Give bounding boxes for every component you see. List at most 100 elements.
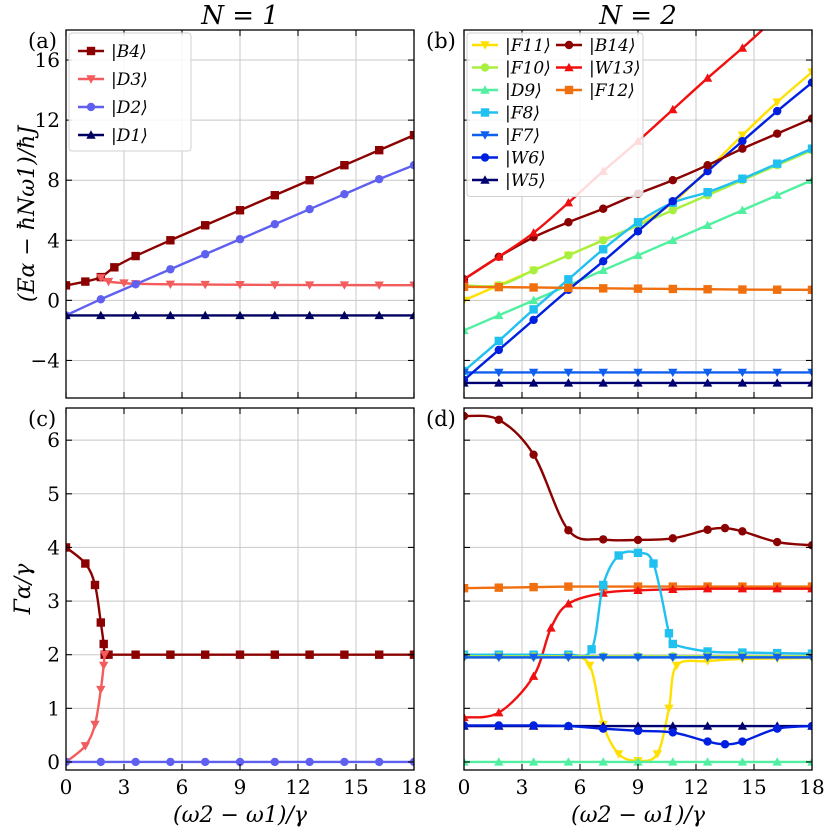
data-point <box>201 250 210 259</box>
x-tick-label: 0 <box>458 775 471 799</box>
data-point <box>165 310 176 320</box>
data-point <box>464 653 469 663</box>
data-point <box>773 12 782 20</box>
legend-label: |W13⟩ <box>589 59 640 79</box>
data-point <box>81 559 90 568</box>
data-point <box>772 653 782 663</box>
y-tick-label: 5 <box>47 482 60 506</box>
series-markers <box>464 411 812 550</box>
data-point <box>464 325 469 335</box>
data-point <box>668 721 678 730</box>
data-point <box>200 280 210 290</box>
data-point <box>737 757 748 766</box>
y-tick-label: 16 <box>35 48 60 72</box>
data-point <box>738 174 747 183</box>
data-point <box>494 282 503 292</box>
data-point <box>564 251 573 260</box>
data-point <box>738 136 747 146</box>
legend-marker <box>480 131 490 140</box>
data-point <box>564 283 573 293</box>
data-point <box>375 650 384 659</box>
data-point <box>80 742 91 751</box>
x-tick-label: 3 <box>118 775 131 799</box>
legend-label: |F12⟩ <box>589 81 635 101</box>
legend-marker <box>564 85 574 95</box>
data-point <box>494 310 504 320</box>
data-point <box>494 757 504 766</box>
data-point <box>807 144 812 153</box>
data-point <box>772 584 782 593</box>
data-point <box>130 310 141 320</box>
data-point <box>464 712 469 722</box>
data-point <box>166 236 175 245</box>
series-markers <box>464 721 812 749</box>
data-point <box>720 740 730 749</box>
data-point <box>494 415 503 424</box>
series-markers <box>464 653 812 663</box>
data-point <box>131 650 140 659</box>
column-title: N = 2 <box>598 1 677 31</box>
data-point <box>702 368 713 378</box>
data-point <box>702 73 713 82</box>
data-point <box>339 281 350 290</box>
data-point <box>464 282 469 292</box>
data-point <box>702 220 713 229</box>
legend-marker <box>564 62 574 72</box>
data-point <box>668 104 678 114</box>
data-point <box>773 159 782 168</box>
legend-marker <box>86 75 96 84</box>
data-point <box>339 310 350 320</box>
data-point <box>738 144 747 153</box>
data-point <box>703 737 712 746</box>
data-point <box>529 721 538 730</box>
data-point <box>464 411 469 421</box>
data-point <box>598 368 608 378</box>
data-point <box>738 527 747 536</box>
y-tick-label: −4 <box>31 348 60 372</box>
data-point <box>668 284 677 294</box>
data-point <box>668 206 677 215</box>
data-point <box>633 378 643 387</box>
data-point <box>131 280 140 289</box>
data-point <box>599 580 608 590</box>
legend-marker <box>480 85 490 94</box>
y-tick-label: 3 <box>47 589 60 613</box>
data-point <box>200 310 210 320</box>
x-tick-label: 0 <box>60 775 73 799</box>
data-point <box>494 653 504 663</box>
x-tick-label: 18 <box>401 775 426 799</box>
data-point <box>494 336 503 346</box>
data-point <box>375 145 384 155</box>
data-point <box>668 235 678 244</box>
data-point <box>270 757 279 767</box>
y-tick-label: 8 <box>47 168 60 192</box>
data-point <box>201 221 210 230</box>
panel-a: −4 0 4 8 12 16(a) |B4⟩ |D3⟩ |D2⟩ |D1⟩ <box>28 29 415 399</box>
data-point <box>81 277 90 286</box>
column-title: N = 1 <box>200 1 279 31</box>
data-point <box>668 728 677 737</box>
x-tick-label: 15 <box>741 775 766 799</box>
legend: |F11⟩ |F10⟩|D9⟩ |F8⟩|F7⟩ |W6⟩|W5⟩ |B14⟩ |W13⟩… <box>466 32 644 197</box>
data-point <box>598 265 608 275</box>
data-point <box>464 274 469 284</box>
data-point <box>807 584 812 593</box>
data-point <box>494 378 504 387</box>
x-tick-label: 12 <box>285 775 310 799</box>
data-point <box>737 378 748 387</box>
data-point <box>807 114 812 123</box>
data-point <box>738 737 747 746</box>
data-point <box>807 582 812 591</box>
data-point <box>235 206 245 215</box>
data-point <box>201 650 210 659</box>
series-markers <box>464 584 812 722</box>
data-point <box>807 78 812 87</box>
legend-marker <box>564 40 574 50</box>
data-point <box>773 724 782 733</box>
x-tick-label: 18 <box>799 775 824 799</box>
data-point <box>703 166 712 176</box>
series-markers <box>464 757 812 766</box>
data-point <box>464 721 469 730</box>
data-point <box>131 757 140 767</box>
data-point <box>668 534 677 543</box>
